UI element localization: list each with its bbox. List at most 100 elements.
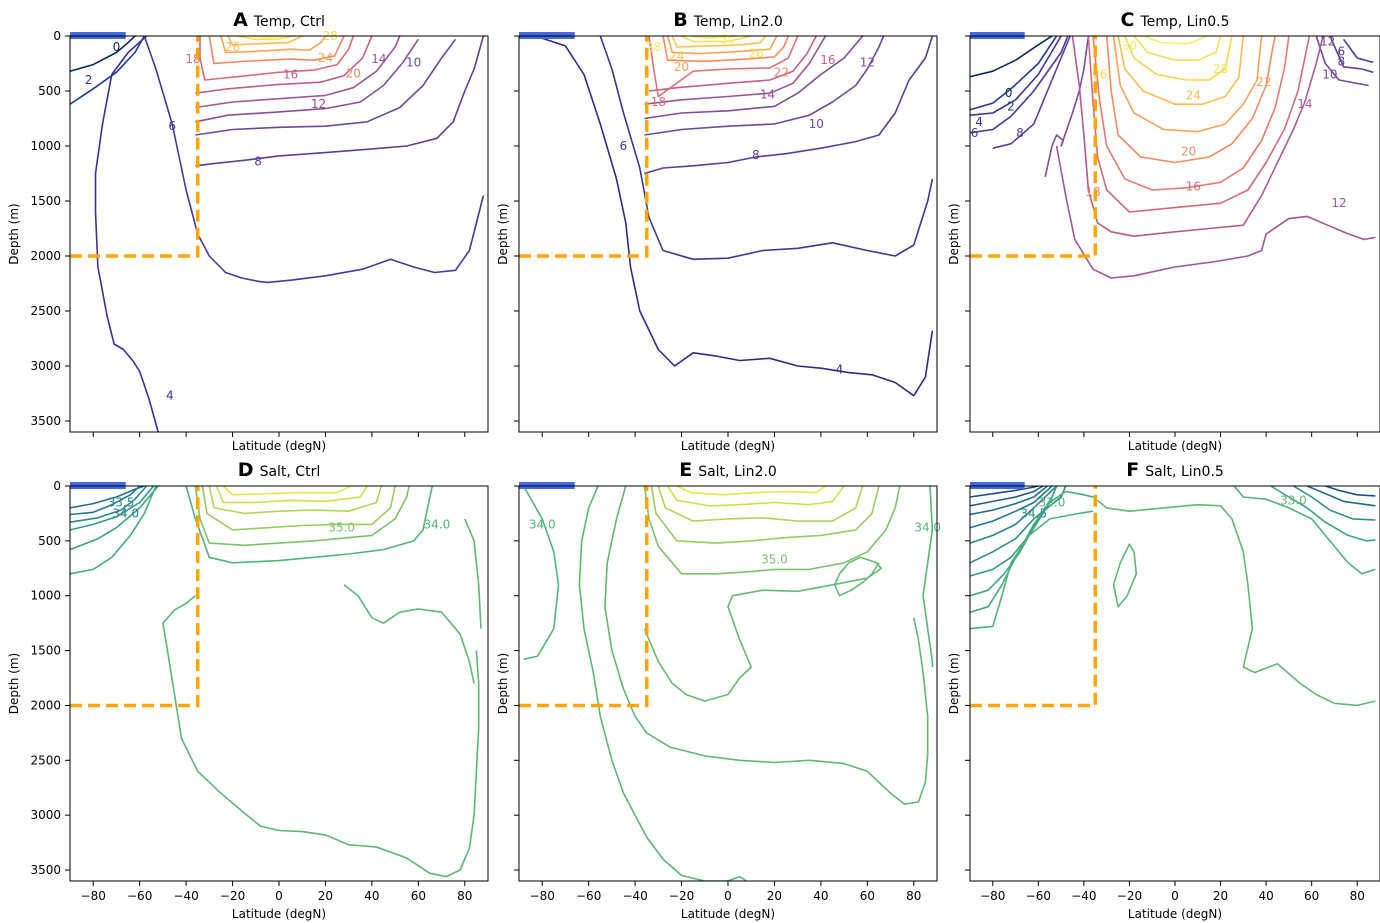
- y-axis-label: Depth (m): [7, 203, 21, 264]
- contour-label: 8: [1337, 54, 1345, 68]
- panel-c: C Temp, Lin0.5024668810121214161820222426…: [947, 9, 1380, 453]
- target-region-box: [970, 36, 1098, 258]
- y-axis-label: Depth (m): [496, 653, 510, 714]
- contour-line: [970, 490, 1094, 613]
- contour-line: [70, 486, 157, 575]
- contour-line: [970, 510, 1094, 630]
- contour-line: [1117, 36, 1245, 105]
- contour-line: [1270, 486, 1376, 542]
- y-tick-label: 1500: [30, 194, 61, 208]
- contour-line: [970, 486, 1039, 498]
- y-tick-label: 2500: [30, 753, 61, 767]
- y-tick-label: 1500: [30, 644, 61, 658]
- contour-line: [208, 486, 382, 515]
- x-tick-label: −80: [980, 889, 1005, 903]
- contour-label: 20: [1181, 145, 1196, 159]
- contour-lines: [70, 486, 482, 878]
- panel-letter: E: [679, 459, 692, 481]
- panel-title-text: Salt, Lin2.0: [698, 464, 777, 480]
- contour-line: [220, 36, 327, 54]
- panel-title-text: Temp, Lin2.0: [693, 14, 783, 30]
- contour-label: 6: [1337, 44, 1345, 58]
- contour-line: [222, 486, 352, 496]
- target-region-box: [519, 486, 649, 708]
- contour-label: 14: [1297, 97, 1312, 111]
- x-tick-label: 40: [813, 889, 828, 903]
- contour-label: 34.0: [529, 517, 556, 531]
- y-tick-label: 500: [38, 534, 61, 548]
- panel-title: B Temp, Lin2.0: [673, 9, 783, 31]
- contour-line: [195, 36, 373, 94]
- contour-label: 26: [748, 47, 763, 61]
- contour-label: 8: [752, 148, 760, 162]
- contour-line: [70, 486, 141, 516]
- contour-line: [578, 486, 748, 881]
- contour-label: 33.0: [1280, 493, 1307, 507]
- y-axis-label: Depth (m): [947, 653, 961, 714]
- contour-label: 12: [1320, 35, 1335, 49]
- y-tick-label: 3500: [30, 863, 61, 877]
- x-tick-label: −20: [1117, 889, 1142, 903]
- panel-title-text: Temp, Lin0.5: [1139, 14, 1229, 30]
- contour-label: 22: [1256, 75, 1271, 89]
- contour-line: [970, 486, 1053, 529]
- contour-line: [195, 38, 419, 123]
- contour-line: [237, 36, 294, 41]
- contour-label: 0: [1005, 86, 1013, 100]
- contour-label: 12: [311, 97, 326, 111]
- contour-line: [1325, 486, 1376, 497]
- contour-line: [970, 486, 1058, 597]
- contour-line: [1071, 36, 1324, 237]
- contour-label: 4: [836, 362, 844, 376]
- x-tick-label: 60: [860, 889, 875, 903]
- contour-label: 26: [225, 40, 240, 54]
- x-tick-label: −40: [1071, 889, 1096, 903]
- y-tick-label: 2000: [30, 249, 61, 263]
- x-tick-label: −60: [127, 889, 152, 903]
- y-axis-label: Depth (m): [7, 653, 21, 714]
- contour-label: 4: [975, 115, 983, 129]
- contour-lines: [70, 36, 485, 432]
- x-axis-label: Latitude (degN): [232, 439, 326, 453]
- x-tick-label: −80: [81, 889, 106, 903]
- contour-label: 8: [1016, 126, 1024, 140]
- panel-a: A Temp, Ctrl02468101214161820242628050010…: [7, 9, 489, 453]
- y-axis-label: Depth (m): [947, 203, 961, 264]
- contour-label: 30: [720, 32, 735, 46]
- contour-line: [643, 486, 901, 575]
- contour-line: [666, 486, 845, 507]
- target-region-box: [70, 36, 200, 258]
- contour-label: 16: [283, 68, 298, 82]
- target-region-box: [970, 486, 1098, 708]
- contour-line: [1342, 38, 1374, 64]
- x-axis-label: Latitude (degN): [1128, 907, 1222, 921]
- contour-line: [599, 36, 934, 261]
- x-tick-label: 20: [767, 889, 782, 903]
- x-tick-label: −40: [173, 889, 198, 903]
- contour-line: [970, 486, 1058, 544]
- contour-label: 22: [774, 65, 789, 79]
- contour-line: [185, 486, 434, 564]
- contour-label: 2: [85, 73, 93, 87]
- contour-label: 24: [318, 51, 333, 65]
- y-axis-label: Depth (m): [496, 203, 510, 264]
- panel-f: F Salt, Lin0.534.533.0 33.0−80 −60 −40 −20 0 20…: [947, 459, 1380, 921]
- contour-line: [70, 36, 145, 105]
- x-tick-label: 0: [275, 889, 283, 903]
- contour-label: 10: [406, 55, 421, 69]
- plot-frame: [518, 35, 938, 433]
- contour-label: 24: [1186, 88, 1201, 102]
- x-tick-label: −60: [1026, 889, 1051, 903]
- contour-label: 0: [113, 40, 121, 54]
- panel-title: F Salt, Lin0.5: [1126, 459, 1224, 481]
- contour-label: 34.0: [112, 506, 139, 520]
- contour-line: [666, 36, 778, 55]
- y-tick-label: 3500: [30, 414, 61, 428]
- panel-title: C Temp, Lin0.5: [1121, 9, 1230, 31]
- contour-label: 24: [669, 49, 684, 63]
- panel-title-text: Temp, Ctrl: [253, 14, 325, 30]
- panel-title-text: Salt, Lin0.5: [1145, 464, 1224, 480]
- contour-line: [70, 486, 155, 531]
- contour-label: 6: [620, 139, 628, 153]
